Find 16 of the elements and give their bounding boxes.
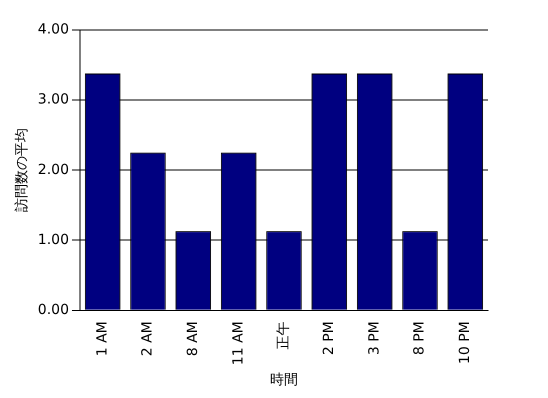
y-tick-label: 2.00 (38, 162, 69, 178)
x-tick-label: 10 PM (456, 321, 473, 364)
x-tick-label: 8 PM (412, 321, 428, 356)
x-tick-label: 3 PM (366, 321, 382, 356)
x-tick-label: 2 PM (320, 321, 337, 356)
y-tick-label: 1.00 (38, 232, 69, 248)
x-tick-label: 2 AM (140, 321, 156, 356)
x-tick-label: 8 AM (184, 321, 201, 356)
y-tick-label: 3.00 (38, 92, 69, 108)
y-axis-title: 訪問数の平均 (14, 128, 30, 212)
x-tick-label: 11 AM (230, 321, 246, 366)
y-tick-label: 4.00 (38, 22, 69, 38)
x-tick-label: 正午 (276, 321, 292, 350)
x-tick-label: 1 AM (94, 321, 110, 356)
x-axis-title: 時間 (270, 372, 298, 388)
y-tick-label: 0.00 (38, 302, 69, 318)
